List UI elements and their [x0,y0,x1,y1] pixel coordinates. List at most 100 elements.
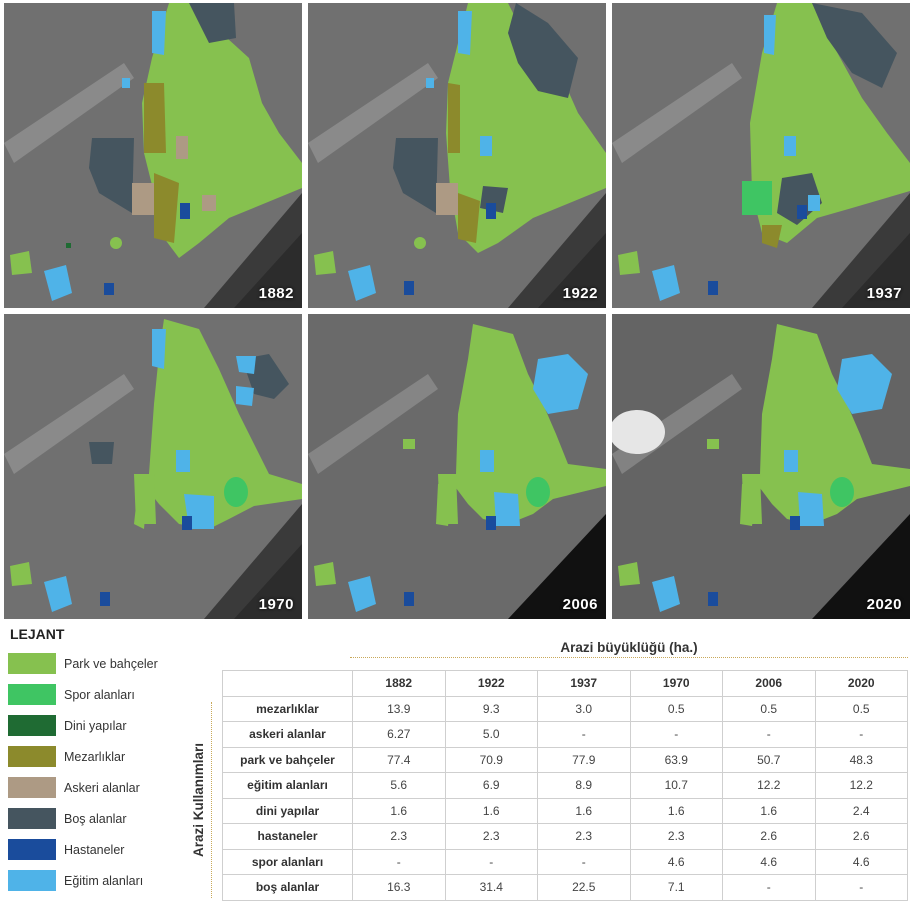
aerial-map-1970 [4,314,302,619]
table-cell: 1.6 [352,797,446,824]
legend-swatch [8,653,56,674]
aerial-map-1882 [4,3,302,308]
table-cell: - [537,848,631,875]
table-cell: 77.4 [352,746,446,773]
table-cell: 2.3 [537,823,631,850]
table-row-label: hastaneler [222,823,353,850]
legend-items: Park ve bahçeler Spor alanları Dini yapıla… [8,648,208,896]
legend-item-label: Spor alanları [64,687,135,702]
map-grid: 1882 1922 [4,3,910,619]
legend-item: Hastaneler [8,834,208,865]
table-row: park ve bahçeler 77.4 70.9 77.9 63.9 50.7 48.3 [222,746,908,773]
table-cell: - [352,848,446,875]
table-cell: 6.27 [352,721,446,748]
table-row-label: askeri alanlar [222,721,353,748]
aerial-map-2020 [612,314,910,619]
legend-item-label: Dini yapılar [64,718,127,733]
table-cell: 31.4 [444,874,538,901]
legend-swatch [8,684,56,705]
table-cell: 2.3 [629,823,723,850]
table-header-empty [222,670,353,697]
table-cell: 1.6 [629,797,723,824]
legend-swatch [8,808,56,829]
legend-title: LEJANT [10,626,65,642]
table-row-label: spor alanları [222,848,353,875]
map-panel-2006: 2006 [308,314,606,619]
table-cell: - [814,721,908,748]
row-axis-divider [211,702,212,898]
map-year-label: 1970 [258,596,294,613]
table-cell: - [444,848,538,875]
table-cell: 2.4 [814,797,908,824]
table-cell: 6.9 [444,772,538,799]
table-cell: 1.6 [444,797,538,824]
table-cell: 5.6 [352,772,446,799]
table-cell: 12.2 [814,772,908,799]
legend-item-label: Boş alanlar [64,811,127,826]
legend-item: Eğitim alanları [8,865,208,896]
legend-item-label: Askeri alanlar [64,780,140,795]
map-panel-1970: 1970 [4,314,302,619]
row-axis-label: Arazi Kullanımları [178,702,218,898]
table-cell: 4.6 [814,848,908,875]
table-year-header: 1970 [629,670,723,697]
table-cell: 9.3 [444,695,538,722]
legend-item: Park ve bahçeler [8,648,208,679]
table-row: eğitim alanları 5.6 6.9 8.9 10.7 12.2 12.2 [222,772,908,799]
table-year-header: 1922 [444,670,538,697]
legend-item: Spor alanları [8,679,208,710]
map-year-label: 2020 [866,596,902,613]
legend-item-label: Hastaneler [64,842,125,857]
legend-item: Dini yapılar [8,710,208,741]
table-row: spor alanları - - -4.6 4.6 4.6 [222,848,908,875]
aerial-map-1922 [308,3,606,308]
table-cell: 50.7 [722,746,816,773]
legend-swatch [8,870,56,891]
legend-item: Boş alanlar [8,803,208,834]
legend: LEJANT Park ve bahçeler Spor alanları Dini… [8,626,208,896]
table-year-header: 2006 [722,670,816,697]
table-row-label: mezarlıklar [222,695,353,722]
map-year-label: 1922 [562,285,598,302]
legend-item-label: Park ve bahçeler [64,656,158,671]
table-cell: 5.0 [444,721,538,748]
table-row: askeri alanlar 6.27 5.0- - - - [222,721,908,748]
table-row: dini yapılar 1.6 1.6 1.6 1.6 1.6 2.4 [222,797,908,824]
map-panel-1937: 1937 [612,3,910,308]
map-panel-1922: 1922 [308,3,606,308]
map-year-label: 2006 [562,596,598,613]
aerial-map-1937 [612,3,910,308]
table-cell: 4.6 [722,848,816,875]
table-year-header: 1937 [537,670,631,697]
table-cell: - [722,874,816,901]
table-cell: 2.6 [722,823,816,850]
table-body: mezarlıklar 13.9 9.3 3.0 0.5 0.5 0.5 askeri ala… [222,695,908,901]
table-cell: 77.9 [537,746,631,773]
table-cell: 8.9 [537,772,631,799]
map-panel-2020: 2020 [612,314,910,619]
legend-swatch [8,715,56,736]
legend-item-label: Mezarlıklar [64,749,126,764]
table-cell: 2.3 [352,823,446,850]
row-axis-label-text: Arazi Kullanımları [190,742,206,858]
table-row-label: boş alanlar [222,874,353,901]
legend-swatch [8,839,56,860]
table-cell: 70.9 [444,746,538,773]
table-cell: 2.6 [814,823,908,850]
table-cell: 48.3 [814,746,908,773]
map-panel-1882: 1882 [4,3,302,308]
table-row: mezarlıklar 13.9 9.3 3.0 0.5 0.5 0.5 [222,695,908,722]
legend-item: Mezarlıklar [8,741,208,772]
table-cell: 0.5 [629,695,723,722]
table-cell: - [537,721,631,748]
legend-item-label: Eğitim alanları [64,873,144,888]
legend-swatch [8,777,56,798]
table-cell: 7.1 [629,874,723,901]
table-cell: 63.9 [629,746,723,773]
land-use-table: 1882 1922 1937 1970 2006 2020 mezarlıklar 13.9… [222,670,908,901]
aerial-map-2006 [308,314,606,619]
table-cell: 3.0 [537,695,631,722]
table-cell: 10.7 [629,772,723,799]
table-cell: 0.5 [814,695,908,722]
table-cell: - [722,721,816,748]
